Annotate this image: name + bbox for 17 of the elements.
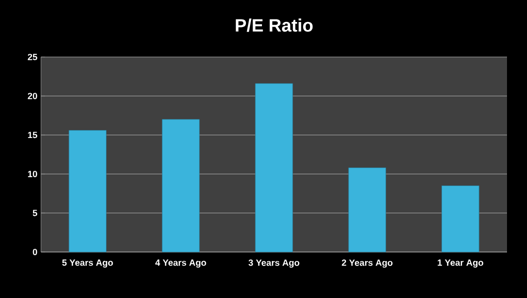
bar: [442, 186, 480, 252]
bar: [68, 130, 106, 252]
bar: [162, 119, 200, 252]
x-tick-label: 4 Years Ago: [155, 260, 206, 268]
y-tick-label: 15: [28, 132, 38, 138]
x-tick-label: 1 Year Ago: [438, 260, 484, 268]
x-tick-label: 2 Years Ago: [342, 260, 393, 268]
y-tick-label: 10: [28, 170, 38, 178]
bar: [348, 168, 386, 252]
y-tick-label: 0: [32, 248, 38, 256]
y-tick-label: 5: [32, 210, 38, 216]
y-tick-label: 20: [28, 92, 38, 100]
bar: [255, 83, 293, 252]
x-tick-label: 3 Years Ago: [248, 260, 300, 268]
chart-title: P/E Ratio: [236, 18, 313, 32]
x-tick-label: 5 Years Ago: [62, 260, 113, 268]
y-tick-label: 25: [28, 54, 38, 60]
